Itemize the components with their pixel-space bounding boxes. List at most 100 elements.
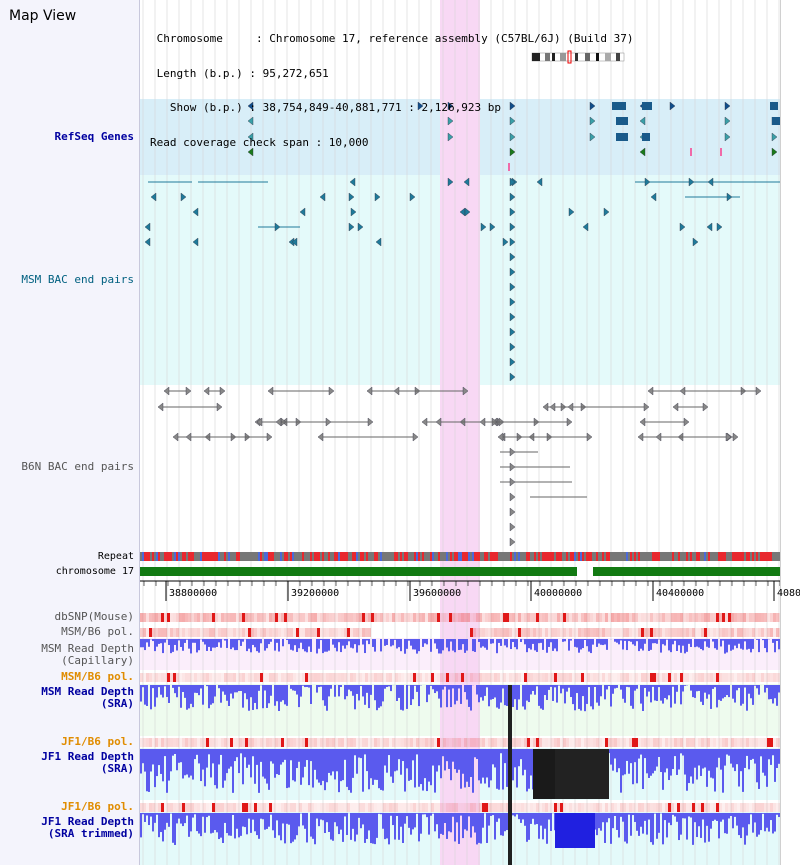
depth-bar: [438, 639, 440, 654]
polymorphism-cell: [524, 628, 527, 637]
snp-density-cell: [257, 613, 260, 622]
depth-bar: [296, 639, 298, 652]
depth-bar: [356, 685, 358, 694]
polymorphism-cell: [230, 673, 233, 682]
repeat-block: [698, 552, 700, 561]
polymorphism-cell: [692, 628, 695, 637]
repeat-block: [326, 552, 328, 561]
depth-bar: [732, 813, 734, 829]
polymorphism-cell: [197, 673, 200, 682]
polymorphism-cell: [215, 673, 218, 682]
polymorphism-cell: [473, 738, 476, 747]
depth-bar: [648, 813, 650, 820]
polymorphism-cell: [734, 673, 737, 682]
depth-bar: [498, 685, 500, 709]
depth-bar: [666, 685, 668, 700]
polymorphism-cell: [710, 803, 713, 812]
depth-bar: [208, 639, 210, 647]
track-label-jf1-depth-trimmed[interactable]: JF1 Read Depth (SRA trimmed): [41, 816, 134, 840]
depth-bar: [474, 749, 476, 758]
polymorphism-cell: [176, 738, 179, 747]
depth-bar: [472, 749, 474, 793]
depth-bar: [708, 639, 710, 648]
track-label-jf1-depth-sra[interactable]: JF1 Read Depth (SRA): [41, 751, 134, 775]
depth-bar: [304, 749, 306, 767]
polymorphism-cell: [737, 738, 740, 747]
track-label-msm-bac[interactable]: MSM BAC end pairs: [21, 273, 134, 286]
depth-bar: [232, 749, 234, 793]
depth-bar: [744, 749, 746, 768]
bac-end-arrow: [185, 432, 192, 442]
bac-end-arrow: [256, 417, 263, 427]
polymorphism-cell: [455, 803, 458, 812]
track-label-msm-b6-pol-1[interactable]: MSM/B6 pol.: [61, 625, 134, 638]
polymorphism-cell: [695, 738, 698, 747]
depth-bar: [688, 639, 690, 644]
bac-end-arrow: [367, 417, 374, 427]
depth-bar: [480, 639, 482, 648]
polymorphism-cell: [710, 738, 713, 747]
polymorphism-cell: [308, 738, 311, 747]
depth-bar: [478, 813, 480, 843]
track-label-msm-depth-sra[interactable]: MSM Read Depth (SRA): [41, 686, 134, 710]
depth-bar: [456, 685, 458, 701]
track-label-jf1-b6-pol-1[interactable]: JF1/B6 pol.: [61, 735, 134, 748]
track-label-jf1-b6-pol-2[interactable]: JF1/B6 pol.: [61, 800, 134, 813]
bac-end-arrow: [480, 222, 487, 232]
track-label-chromosome[interactable]: chromosome 17: [55, 566, 134, 577]
repeat-block: [404, 552, 406, 561]
polymorphism-cell: [653, 628, 656, 637]
bac-end-arrow: [566, 417, 573, 427]
polymorphism-cell: [497, 628, 500, 637]
snp-density-cell: [515, 613, 518, 622]
depth-bar: [640, 749, 642, 755]
depth-bar: [436, 639, 438, 649]
depth-bar: [438, 685, 440, 699]
depth-bar: [442, 813, 444, 835]
snp-density-cell: [386, 613, 389, 622]
depth-bar: [752, 749, 754, 759]
polymorphism-cell: [359, 803, 362, 812]
depth-bar: [176, 749, 178, 771]
polymorphism-cell: [746, 628, 749, 637]
track-label-msm-depth-capillary[interactable]: MSM Read Depth (Capillary): [41, 643, 134, 667]
depth-bar: [194, 685, 196, 693]
depth-bar: [182, 749, 184, 779]
snp-density-cell: [158, 613, 161, 622]
polymorphism-cell: [197, 803, 200, 812]
map-canvas[interactable]: [140, 0, 781, 865]
depth-bar: [462, 813, 464, 839]
depth-bar: [340, 813, 342, 830]
polymorphism-cell: [704, 628, 707, 637]
track-label-dbsnp[interactable]: dbSNP(Mouse): [54, 610, 134, 623]
depth-bar: [216, 749, 218, 789]
depth-bar: [314, 749, 316, 770]
track-label-b6n-bac[interactable]: B6N BAC end pairs: [21, 460, 134, 473]
depth-bar: [208, 749, 210, 755]
depth-bar: [462, 639, 464, 645]
polymorphism-cell: [572, 628, 575, 637]
depth-bar: [504, 813, 506, 832]
repeat-block: [466, 552, 468, 561]
polymorphism-cell: [227, 738, 230, 747]
polymorphism-cell: [314, 673, 317, 682]
depth-bar: [512, 685, 514, 708]
track-label-refseq[interactable]: RefSeq Genes: [54, 130, 134, 143]
polymorphism-cell: [305, 673, 308, 682]
polymorphism-cell: [344, 738, 347, 747]
depth-bar: [488, 813, 490, 826]
depth-bar: [382, 685, 384, 702]
depth-bar: [548, 685, 550, 690]
polymorphism-cell: [548, 673, 551, 682]
track-label-msm-b6-pol-2[interactable]: MSM/B6 pol.: [61, 670, 134, 683]
bac-end-arrow: [688, 177, 695, 187]
track-label-repeat[interactable]: Repeat: [97, 551, 134, 562]
depth-bar: [192, 685, 194, 708]
depth-bar: [168, 685, 170, 703]
polymorphism-cell: [293, 628, 296, 637]
polymorphism-cell: [152, 803, 155, 812]
repeat-block: [268, 552, 270, 561]
depth-bar: [516, 813, 518, 815]
depth-bar: [654, 749, 656, 771]
polymorphism-cell: [770, 803, 773, 812]
